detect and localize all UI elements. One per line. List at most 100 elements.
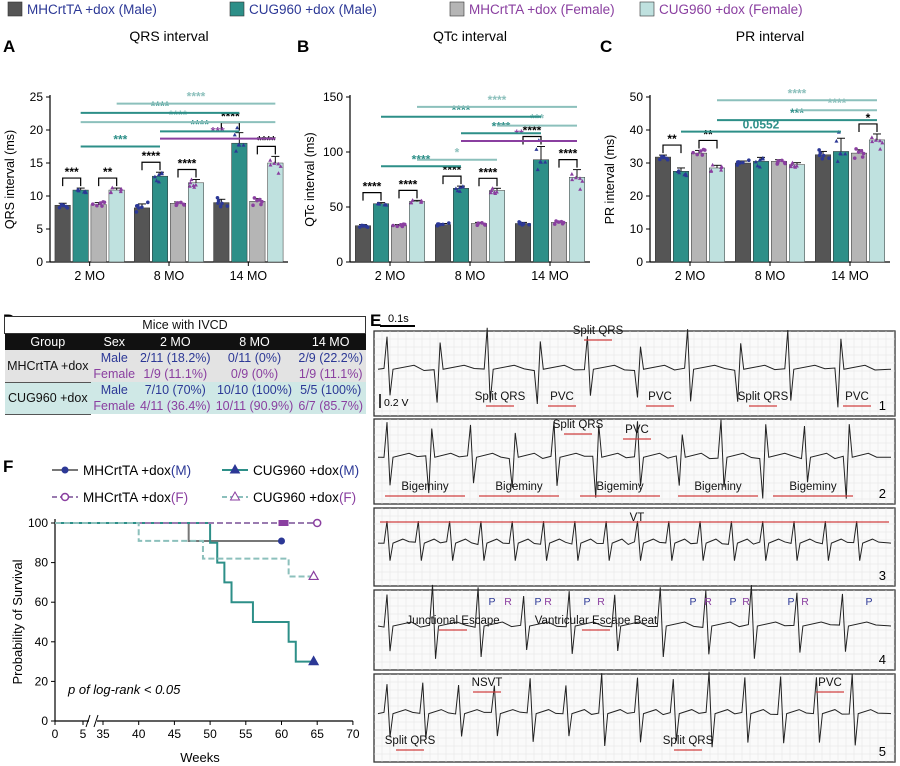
- y-axis-label: Probability of Survival: [10, 559, 25, 684]
- bar: [188, 182, 204, 263]
- ecg-strip: [373, 418, 896, 505]
- data-point: [543, 160, 548, 164]
- strip-number: 1: [879, 398, 886, 413]
- data-point: [783, 161, 787, 166]
- significance-label: ****: [363, 180, 382, 194]
- ecg-annotation: NSVT: [472, 677, 503, 689]
- legend-marker: [60, 492, 70, 502]
- data-point: [870, 139, 875, 144]
- ecg-annotation: VT: [630, 512, 645, 524]
- table-cell: 2/11 (18.2%): [139, 351, 211, 365]
- x-tick-label: 55: [239, 727, 253, 741]
- data-point: [276, 171, 281, 175]
- legend-marker: [61, 466, 69, 474]
- curve-marker-cluster: [278, 520, 289, 526]
- strip-number: 4: [879, 652, 886, 667]
- significance-label: ****: [479, 165, 498, 179]
- strip-number: 2: [879, 486, 886, 501]
- legend-label: MHCrtTA +dox(M): [83, 463, 191, 478]
- data-point: [383, 202, 388, 207]
- ecg-annotation: Vantricular Escape Beat: [535, 615, 658, 627]
- ecg-trace: [377, 521, 892, 561]
- ecg-trace: [377, 327, 892, 408]
- data-point: [257, 197, 262, 202]
- data-point: [869, 135, 874, 139]
- y-tick-label: 5: [36, 222, 43, 236]
- data-point: [880, 140, 885, 145]
- ecg-annotation: Split QRS: [738, 391, 789, 403]
- x-tick-label: 2 MO: [74, 269, 105, 283]
- data-point: [152, 174, 157, 179]
- data-point: [364, 224, 369, 229]
- data-point: [140, 205, 144, 209]
- data-point: [554, 219, 558, 223]
- y-tick-label: 40: [35, 635, 49, 649]
- data-point: [757, 157, 762, 162]
- data-point: [691, 150, 695, 155]
- y-axis-label: QRS interval (ms): [3, 130, 17, 229]
- data-point: [268, 162, 273, 167]
- table-row: CUG960 +dox Male 7/10 (70%) 10/10 (100%)…: [4, 382, 366, 415]
- data-point: [569, 172, 574, 176]
- axis-break: [85, 714, 91, 728]
- ecg-annotation: PVC: [550, 391, 574, 403]
- panel-label-c: C: [600, 37, 612, 56]
- comparison-label: ****: [452, 103, 471, 117]
- data-point: [118, 187, 123, 192]
- data-point: [59, 202, 64, 207]
- time-scale-label: 0.1s: [388, 313, 409, 325]
- data-point: [735, 163, 740, 167]
- data-point: [775, 162, 780, 166]
- comparison-label: ***: [790, 106, 804, 120]
- ecg-annotation: Split QRS: [385, 735, 436, 747]
- ecg-annotation: R: [504, 596, 512, 608]
- data-point: [856, 150, 861, 154]
- data-point: [658, 157, 662, 162]
- data-point: [755, 163, 760, 168]
- data-point: [709, 169, 714, 173]
- significance-bracket: [558, 159, 578, 168]
- ecg-annotation: R: [704, 596, 712, 608]
- significance-bracket: [478, 177, 498, 187]
- data-point: [191, 183, 196, 188]
- y-tick-label: 0: [636, 255, 643, 269]
- curve-marker: [278, 537, 285, 545]
- data-point: [719, 165, 724, 170]
- significance-label: ****: [178, 157, 197, 171]
- x-tick-label: 2 MO: [675, 269, 706, 283]
- comparison-label: ****: [488, 93, 507, 107]
- data-point: [118, 189, 123, 194]
- legend-label: CUG960 +dox(F): [253, 490, 356, 505]
- comparison-label: ****: [190, 117, 209, 131]
- x-tick-label: 5: [80, 727, 87, 741]
- bar: [453, 188, 469, 263]
- strip-number: 3: [879, 568, 886, 583]
- survival-curve: [55, 522, 314, 663]
- y-tick-label: 0: [41, 714, 48, 728]
- bar: [409, 201, 425, 263]
- table-sex: Female: [93, 399, 136, 413]
- data-point: [578, 187, 583, 191]
- data-point: [272, 161, 277, 165]
- data-point: [419, 199, 424, 203]
- data-point: [878, 147, 883, 151]
- ecg-annotation: R: [801, 596, 809, 608]
- table-cell: 1/9 (11.1%): [298, 367, 363, 381]
- panel-label-b: B: [297, 37, 309, 56]
- data-point: [859, 149, 864, 153]
- data-point: [701, 147, 706, 152]
- survival-chart: 0 20 40 60 80 100 0 5 35 40 45 50 55 60 65 70 Weeks Proba…: [10, 463, 360, 765]
- data-point: [573, 175, 578, 180]
- data-point: [753, 159, 758, 164]
- significance-label: ****: [257, 133, 276, 147]
- data-point: [483, 223, 487, 227]
- ecg-annotation: P: [787, 596, 794, 608]
- bar: [833, 151, 849, 263]
- data-point: [241, 143, 246, 147]
- bar: [267, 162, 284, 263]
- ecg-annotation: R: [742, 596, 750, 608]
- data-point: [695, 152, 700, 157]
- data-point: [476, 221, 481, 225]
- data-point: [860, 155, 865, 159]
- data-point: [757, 164, 762, 169]
